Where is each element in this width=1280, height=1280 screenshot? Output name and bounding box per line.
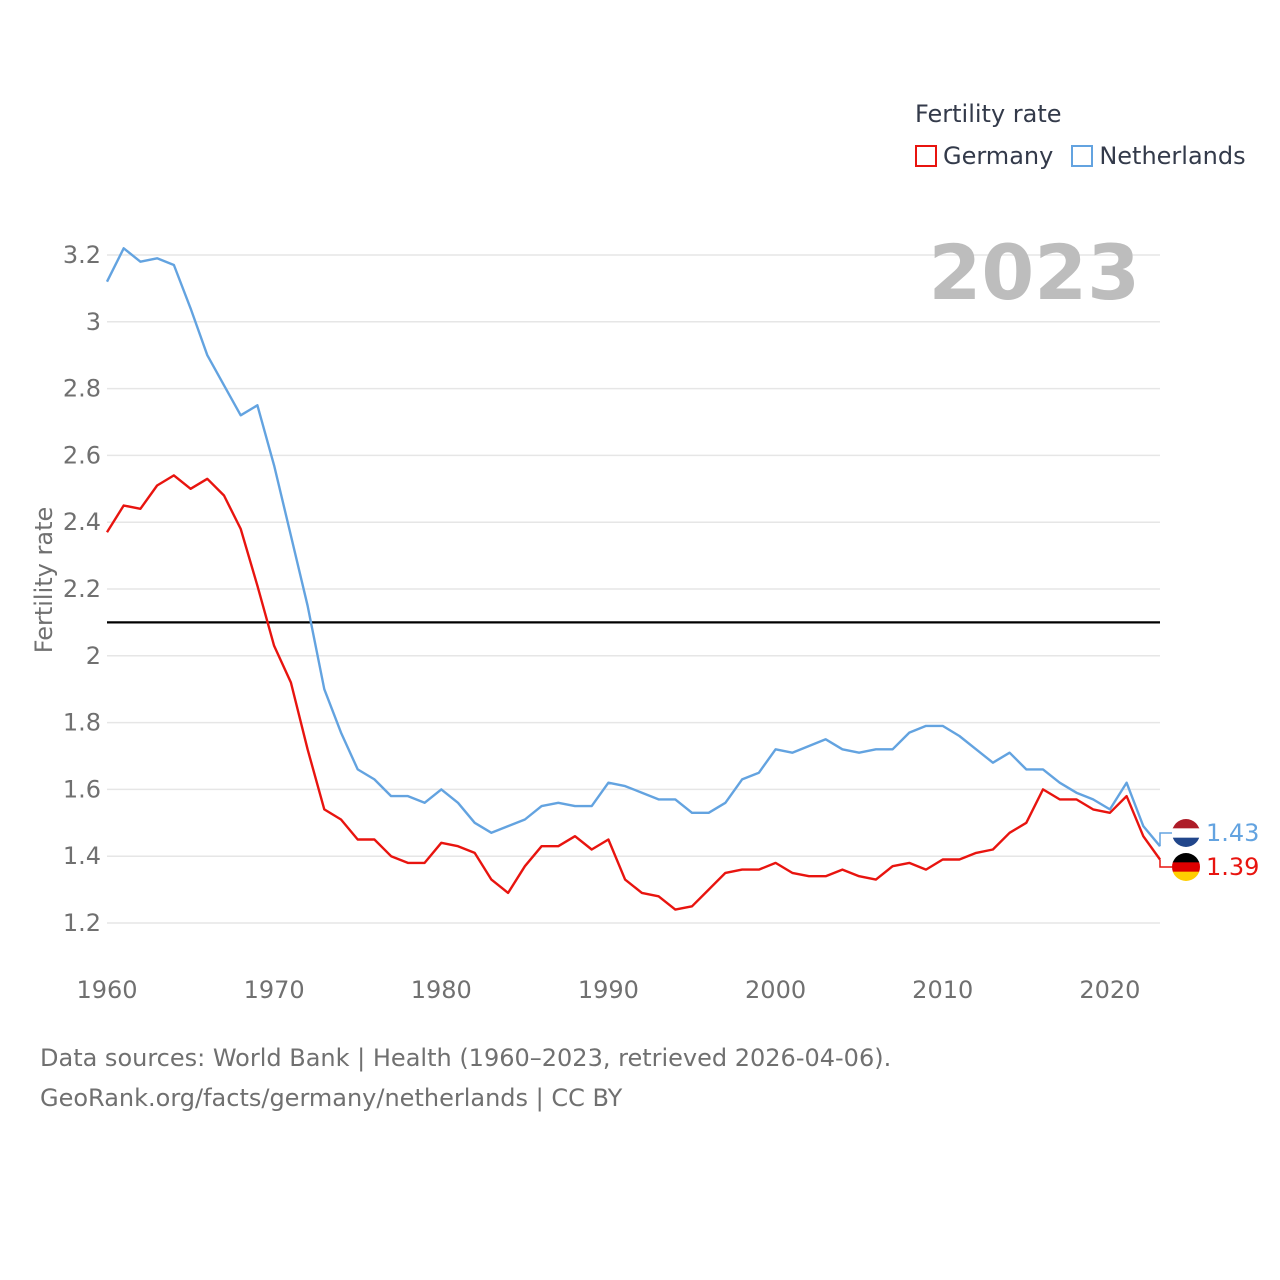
y-tick-label: 1.4: [63, 842, 101, 870]
y-tick-label: 3: [86, 308, 101, 336]
y-tick-label: 1.8: [63, 709, 101, 737]
legend-title: Fertility rate: [915, 100, 1062, 128]
x-tick-label: 2000: [745, 976, 806, 1004]
legend-swatch-netherlands: [1071, 145, 1094, 167]
grid-lines: [107, 254, 1160, 924]
legend-item-germany[interactable]: Germany: [915, 142, 1053, 170]
flag-icon-netherlands: [1172, 819, 1200, 847]
legend-label-netherlands: Netherlands: [1099, 142, 1246, 170]
source-line-1: Data sources: World Bank | Health (1960–…: [40, 1044, 892, 1072]
series-end-labels: 1.39 1.43: [1159, 819, 1259, 881]
series-lines: [105, 247, 1161, 911]
legend-item-netherlands[interactable]: Netherlands: [1071, 142, 1246, 170]
legend-label-germany: Germany: [943, 142, 1054, 170]
series-line-germany: [105, 474, 1161, 911]
x-tick-labels: 1960 1970 1980 1990 2000 2010 2020: [76, 976, 1140, 1004]
end-value-germany: 1.39: [1206, 853, 1259, 881]
series-line-netherlands: [105, 247, 1161, 847]
y-tick-label: 3.2: [63, 241, 101, 269]
y-tick-label: 2.4: [63, 508, 101, 536]
x-tick-label: 1990: [578, 976, 639, 1004]
y-tick-label: 1.6: [63, 775, 101, 803]
y-tick-label: 2: [86, 642, 101, 670]
y-tick-label: 2.8: [63, 375, 101, 403]
source-line-2[interactable]: GeoRank.org/facts/germany/netherlands | …: [40, 1084, 623, 1112]
y-axis-label: Fertility rate: [30, 507, 58, 654]
legend-swatch-germany: [915, 145, 937, 167]
end-connector-netherlands: [1159, 832, 1172, 847]
end-connector-germany: [1159, 859, 1172, 868]
flag-icon-germany: [1172, 853, 1200, 881]
legend: Germany Netherlands: [915, 142, 1246, 170]
x-tick-label: 2010: [912, 976, 973, 1004]
end-value-netherlands: 1.43: [1206, 819, 1259, 847]
y-tick-label: 2.2: [63, 575, 101, 603]
y-tick-label: 2.6: [63, 441, 101, 469]
x-tick-label: 1970: [244, 976, 305, 1004]
y-tick-labels: 1.2 1.4 1.6 1.8 2 2.2 2.4 2.6 2.8 3 3.2: [63, 241, 101, 937]
x-tick-label: 1980: [411, 976, 472, 1004]
y-tick-label: 1.2: [63, 909, 101, 937]
x-tick-label: 1960: [76, 976, 137, 1004]
x-tick-label: 2020: [1079, 976, 1140, 1004]
year-label: 2023: [928, 228, 1140, 317]
